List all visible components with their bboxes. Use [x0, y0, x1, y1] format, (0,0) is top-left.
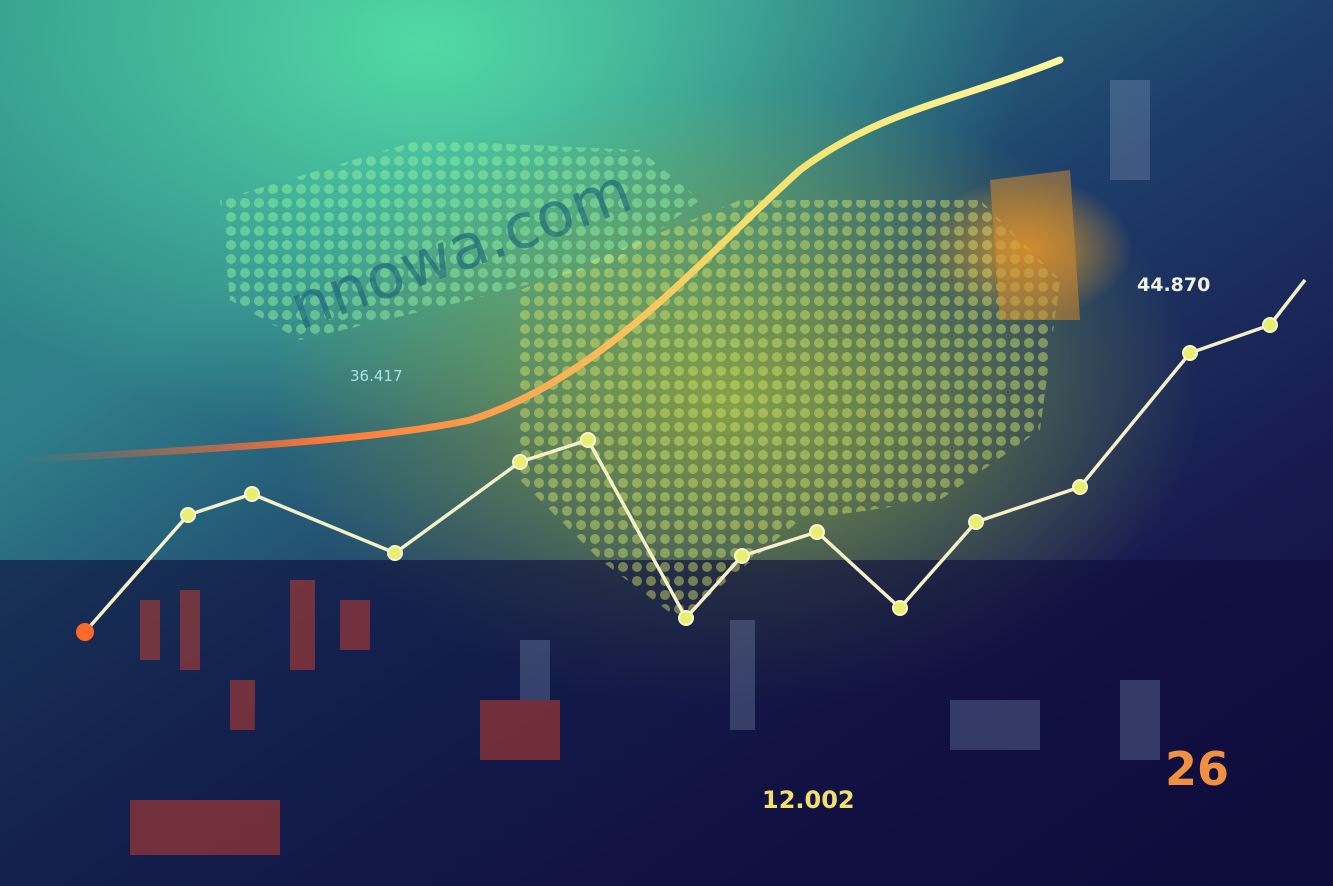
price-label: 12.002: [762, 786, 855, 814]
candles: [130, 580, 560, 855]
map-area: [220, 140, 700, 340]
trend-line: [16, 56, 1064, 464]
price-label: 44.870: [1137, 274, 1210, 296]
price-label: 36.417: [350, 367, 403, 385]
start-point: [76, 623, 94, 641]
price-label: 26: [1165, 742, 1229, 796]
price-points: [180, 317, 1278, 626]
bars-orange: [990, 170, 1080, 320]
candles: [520, 80, 1160, 760]
